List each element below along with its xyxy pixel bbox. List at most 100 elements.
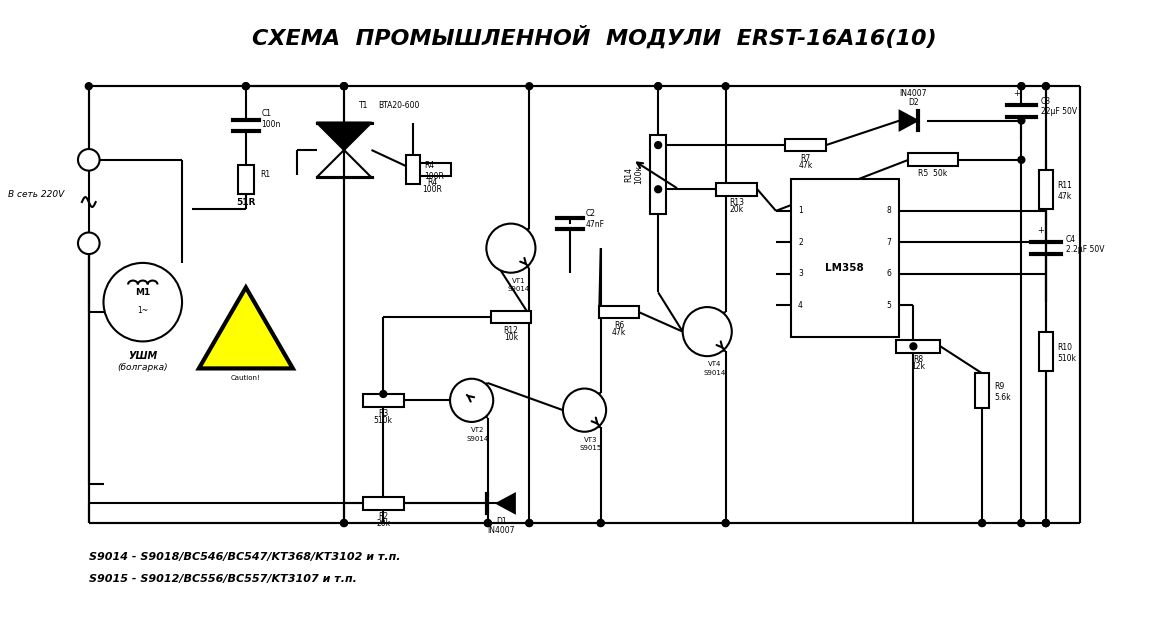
- Text: IN4007: IN4007: [487, 526, 515, 535]
- Text: S9014: S9014: [507, 286, 529, 292]
- Bar: [1039, 332, 1053, 371]
- Text: 4: 4: [799, 300, 803, 310]
- Circle shape: [526, 519, 533, 526]
- Text: 20k: 20k: [376, 519, 390, 528]
- Text: R4: R4: [427, 179, 438, 187]
- Bar: [975, 373, 989, 407]
- Text: 51R: 51R: [237, 198, 255, 207]
- Circle shape: [242, 83, 249, 90]
- Circle shape: [655, 186, 662, 193]
- Bar: [492, 310, 530, 323]
- Circle shape: [979, 519, 986, 526]
- Circle shape: [979, 519, 986, 526]
- Text: 22μF 50V: 22μF 50V: [1041, 107, 1077, 116]
- Circle shape: [1042, 83, 1049, 90]
- Text: IN4007: IN4007: [899, 89, 927, 98]
- Text: 2: 2: [799, 238, 803, 247]
- Text: LM358: LM358: [826, 263, 864, 273]
- Text: S9014: S9014: [704, 370, 726, 376]
- Circle shape: [78, 233, 100, 254]
- Text: 8: 8: [886, 207, 891, 215]
- Circle shape: [655, 83, 662, 90]
- Circle shape: [379, 391, 386, 397]
- Circle shape: [1018, 519, 1025, 526]
- Circle shape: [597, 519, 604, 526]
- Text: 6: 6: [886, 269, 891, 278]
- Text: 5.6k: 5.6k: [994, 393, 1011, 402]
- Text: R6: R6: [614, 321, 624, 330]
- Text: 1~: 1~: [137, 305, 149, 315]
- Text: T1: T1: [358, 101, 368, 110]
- Circle shape: [1018, 83, 1025, 90]
- Text: !: !: [241, 327, 251, 346]
- Circle shape: [242, 83, 249, 90]
- Polygon shape: [497, 494, 515, 513]
- Circle shape: [1018, 156, 1025, 163]
- Bar: [363, 394, 404, 407]
- Text: R5  50k: R5 50k: [918, 169, 947, 177]
- Bar: [600, 305, 638, 318]
- Text: C3: C3: [1041, 98, 1052, 106]
- Text: +: +: [1013, 88, 1020, 98]
- Text: R8: R8: [913, 355, 924, 364]
- Text: D2: D2: [908, 98, 919, 106]
- Circle shape: [723, 519, 730, 526]
- Bar: [363, 497, 404, 510]
- Circle shape: [1042, 519, 1049, 526]
- Circle shape: [341, 83, 348, 90]
- Circle shape: [526, 83, 533, 90]
- Text: 47k: 47k: [799, 160, 813, 170]
- Text: R7: R7: [800, 154, 810, 163]
- Circle shape: [1018, 519, 1025, 526]
- Text: 1: 1: [799, 207, 803, 215]
- Circle shape: [1042, 519, 1049, 526]
- Text: 100R: 100R: [425, 172, 444, 181]
- Circle shape: [683, 307, 732, 356]
- Text: R11: R11: [1057, 181, 1073, 190]
- Circle shape: [341, 519, 348, 526]
- Circle shape: [1018, 117, 1025, 124]
- Text: 10k: 10k: [504, 333, 518, 341]
- Circle shape: [655, 83, 662, 90]
- Circle shape: [341, 519, 348, 526]
- Text: R3: R3: [378, 409, 389, 418]
- Circle shape: [723, 519, 730, 526]
- Text: D1: D1: [495, 518, 506, 526]
- Circle shape: [450, 379, 493, 422]
- Text: СХЕМА  ПРОМЫШЛЕННОЙ  МОДУЛИ  ERST-16A16(10): СХЕМА ПРОМЫШЛЕННОЙ МОДУЛИ ERST-16A16(10): [252, 26, 937, 49]
- Bar: [406, 155, 419, 184]
- Text: R13: R13: [730, 198, 745, 207]
- Text: R14
100к: R14 100к: [624, 165, 643, 184]
- Text: VT3: VT3: [584, 437, 597, 443]
- Text: S9015: S9015: [580, 445, 602, 452]
- Text: (болгарка): (болгарка): [117, 363, 169, 373]
- Text: C4: C4: [1066, 235, 1076, 244]
- Circle shape: [655, 142, 662, 149]
- Bar: [238, 165, 254, 194]
- Text: В сеть 220V: В сеть 220V: [8, 190, 64, 198]
- Text: 3: 3: [799, 269, 803, 278]
- Text: VT1: VT1: [512, 277, 525, 284]
- Polygon shape: [199, 287, 293, 368]
- Text: 12k: 12k: [911, 362, 925, 371]
- Circle shape: [85, 83, 93, 90]
- Text: C1: C1: [261, 109, 272, 118]
- Text: Caution!: Caution!: [231, 375, 261, 381]
- Circle shape: [526, 519, 533, 526]
- Text: R12: R12: [504, 326, 519, 335]
- Text: 47k: 47k: [1057, 192, 1071, 201]
- Text: 47nF: 47nF: [586, 220, 604, 229]
- Text: R9: R9: [994, 382, 1005, 391]
- Text: R1: R1: [261, 170, 271, 179]
- Text: S9014: S9014: [467, 435, 489, 442]
- Circle shape: [103, 263, 182, 341]
- Bar: [790, 180, 898, 337]
- Text: R4: R4: [425, 161, 434, 170]
- Text: 100n: 100n: [261, 120, 281, 129]
- Bar: [650, 135, 666, 214]
- Text: 47k: 47k: [611, 328, 626, 337]
- Circle shape: [485, 519, 492, 526]
- Text: R2: R2: [378, 512, 389, 521]
- Circle shape: [563, 389, 607, 432]
- Circle shape: [723, 83, 730, 90]
